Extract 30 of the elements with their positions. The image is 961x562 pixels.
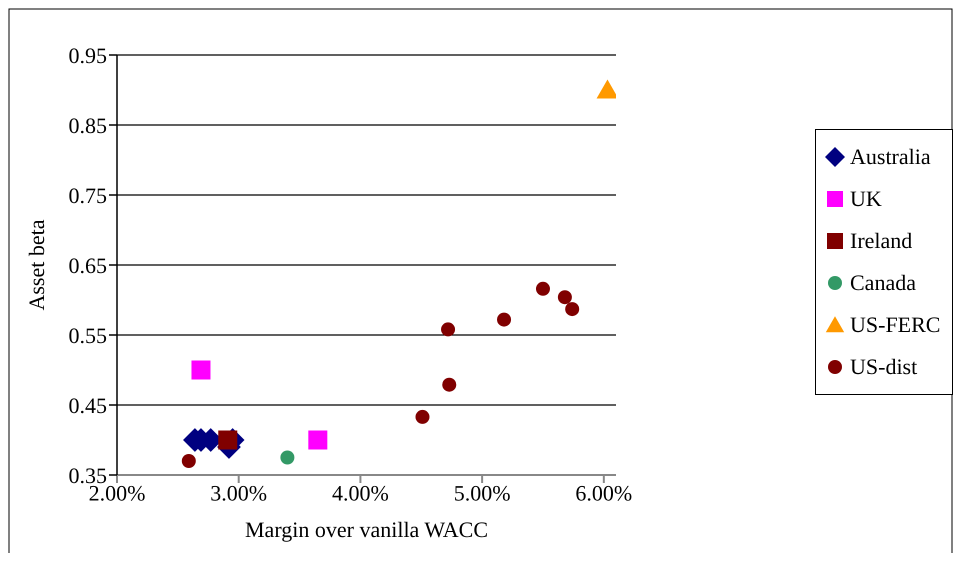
point xyxy=(565,302,580,316)
point xyxy=(182,454,196,468)
y-tick-label: 0.95 xyxy=(68,42,107,68)
point xyxy=(441,322,456,336)
y-axis-title: Asset beta xyxy=(24,219,49,311)
y-tick-label: 0.55 xyxy=(68,322,107,348)
x-tick-label: 3.00% xyxy=(210,480,268,506)
legend-label: UK xyxy=(850,186,882,212)
legend-label: Australia xyxy=(850,144,931,170)
x-tick-label: 5.00% xyxy=(454,480,511,506)
point xyxy=(308,430,328,450)
point xyxy=(280,450,294,464)
x-tick-label: 4.00% xyxy=(332,480,389,506)
y-tick-label: 0.75 xyxy=(68,182,107,208)
point xyxy=(442,378,456,392)
legend-label: US-dist xyxy=(850,354,918,380)
x-axis-title: Margin over vanilla WACC xyxy=(245,517,488,542)
y-tick-label: 0.45 xyxy=(68,392,107,418)
point xyxy=(415,410,430,424)
x-tick-label: 6.00% xyxy=(575,480,632,506)
point xyxy=(536,282,550,296)
point xyxy=(218,430,238,450)
point xyxy=(558,290,572,304)
point xyxy=(191,360,210,380)
legend-label: Ireland xyxy=(850,228,912,254)
y-tick-label: 0.65 xyxy=(68,252,107,278)
point xyxy=(497,312,512,327)
legend-label: US-FERC xyxy=(850,312,940,338)
y-tick-label: 0.85 xyxy=(68,112,107,138)
legend-label: Canada xyxy=(850,270,916,296)
